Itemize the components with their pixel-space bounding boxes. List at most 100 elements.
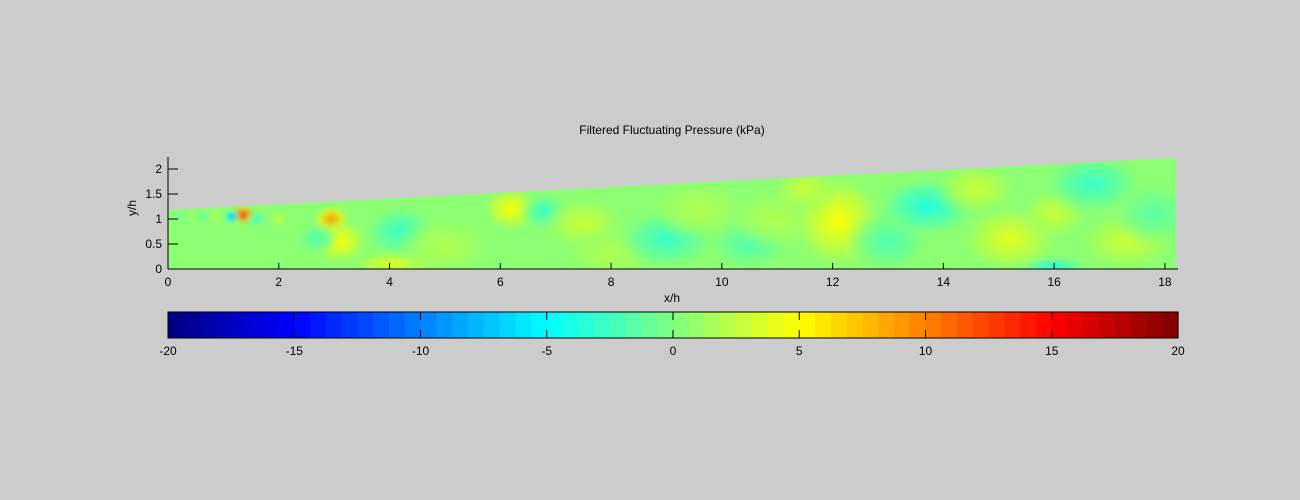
x-tick-label: 16 [1047,275,1061,289]
colorbar-cell [199,312,216,338]
colorbar-cell [578,312,595,338]
colorbar-cell [767,312,785,338]
colorbar-cell [657,312,674,338]
colorbar-tick-label: 10 [919,344,933,358]
colorbar-cell [1020,312,1037,338]
colorbar-cell [909,312,927,338]
colorbar-cell [957,312,974,338]
y-tick-label: 1.5 [145,187,162,201]
colorbar-cell [1162,312,1179,338]
colorbar-cell [357,312,374,338]
x-tick-label: 4 [386,275,393,289]
colorbar-cell [751,312,769,338]
colorbar-cell [310,312,327,338]
colorbar-cell [625,312,643,338]
colorbar-cell [783,312,800,338]
colorbar-cell [641,312,658,338]
field-feature [295,223,340,255]
y-tick-label: 0.5 [145,237,162,251]
colorbar-cell [546,312,564,338]
colorbar-tick-label: -10 [412,344,430,358]
colorbar-cell [404,312,422,338]
chart-title: Filtered Fluctuating Pressure (kPa) [579,123,764,137]
colorbar-cell [594,312,611,338]
x-tick-label: 10 [715,275,729,289]
colorbar-cell [830,312,848,338]
colorbar-tick-label: -15 [286,344,304,358]
colorbar-cell [878,312,895,338]
colorbar-cell [262,312,280,338]
field-feature [174,211,186,222]
colorbar-cell [467,312,485,338]
x-tick-label: 0 [165,275,172,289]
x-tick-label: 2 [275,275,282,289]
field-feature [208,210,222,223]
colorbar-cell [420,312,437,338]
colorbar-cell [215,312,232,338]
y-tick-label: 2 [155,162,162,176]
colorbar-cell [515,312,532,338]
field-feature [391,214,499,269]
colorbar-cell [736,312,753,338]
field-feature [268,211,290,227]
colorbar-cell [846,312,863,338]
colorbar-cell [673,312,690,338]
colorbar-cell [183,312,201,338]
colorbar-cell [1130,312,1148,338]
x-tick-label: 8 [608,275,615,289]
colorbar-tick-label: 15 [1045,344,1059,358]
colorbar-cell [341,312,358,338]
field-feature [245,211,268,227]
colorbar-tick-label: -20 [159,344,177,358]
colorbar-cell [246,312,264,338]
x-tick-label: 12 [826,275,840,289]
x-tick-label: 18 [1158,275,1172,289]
colorbar-cell [373,312,390,338]
colorbar-cell [483,312,501,338]
colorbar-cell [1004,312,1021,338]
colorbar-cell [720,312,737,338]
colorbar-cell [972,312,990,338]
colorbar-cell [388,312,406,338]
field-feature [222,209,241,224]
pressure-field [168,158,1176,269]
field-feature [185,211,197,222]
colorbar-tick-label: -5 [541,344,552,358]
field-feature [197,211,208,222]
colorbar-cell [231,312,248,338]
colorbar-cell [1051,312,1069,338]
colorbar-cell [1114,312,1132,338]
colorbar-cell [499,312,516,338]
y-tick-label: 0 [155,262,162,276]
colorbar-cell [436,312,453,338]
colorbar-cell [452,312,469,338]
x-tick-label: 14 [937,275,951,289]
colorbar-tick-label: 20 [1171,344,1185,358]
colorbar: -20 -15 -10 -5 0 5 10 15 20 [159,311,1185,358]
colorbar-cell [1099,312,1116,338]
colorbar-cell [799,312,816,338]
field-feature [769,165,841,213]
colorbar-cell [325,312,343,338]
colorbar-cell [688,312,706,338]
colorbar-cell [1083,312,1100,338]
colorbar-tick-label: 5 [796,344,803,358]
colorbar-cell [988,312,1006,338]
field-feature [1109,182,1176,246]
colorbar-cell [278,312,295,338]
colorbar-cell [704,312,721,338]
plot-axes: 0 2 4 6 8 10 12 14 16 18 0 0.5 1 1.5 2 [145,157,1178,289]
x-axis-label: x/h [664,291,680,305]
colorbar-cell [1035,312,1053,338]
colorbar-cell [815,312,832,338]
colorbar-cell [609,312,627,338]
y-axis-label: y/h [125,200,139,216]
colorbar-cell [294,312,311,338]
y-tick-label: 1 [155,212,162,226]
field-feature [932,161,1021,217]
colorbar-cell [1067,312,1084,338]
colorbar-cell [168,312,185,338]
colorbar-cell [893,312,911,338]
